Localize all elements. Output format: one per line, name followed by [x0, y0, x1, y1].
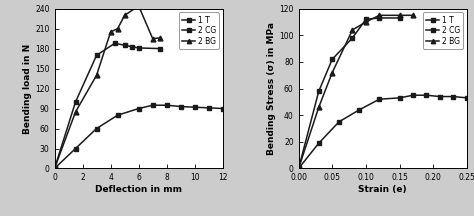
Line: 2 CG: 2 CG [296, 16, 402, 171]
1 T [73, 147, 78, 150]
Line: 2 BG: 2 BG [296, 13, 415, 171]
2 BG [108, 31, 113, 33]
2 BG [150, 37, 155, 40]
2 BG [122, 14, 128, 17]
2 CG [376, 17, 382, 19]
1 T [316, 142, 322, 145]
2 CG [157, 47, 163, 50]
2 CG [363, 18, 369, 21]
2 BG [376, 14, 382, 17]
1 T [206, 106, 212, 109]
1 T [296, 167, 301, 170]
2 BG [296, 167, 301, 170]
2 BG [363, 21, 369, 23]
X-axis label: Deflection in mm: Deflection in mm [95, 185, 182, 194]
2 BG [316, 106, 322, 108]
1 T [136, 107, 142, 110]
2 CG [136, 47, 142, 49]
1 T [52, 167, 57, 170]
2 CG [112, 42, 118, 44]
Y-axis label: Bending Stress (σ) in MPa: Bending Stress (σ) in MPa [267, 22, 276, 155]
2 CG [52, 167, 57, 170]
1 T [451, 95, 456, 98]
1 T [94, 127, 100, 130]
1 T [410, 94, 416, 97]
2 CG [122, 44, 128, 47]
2 BG [350, 29, 356, 31]
Line: 1 T: 1 T [296, 93, 469, 171]
1 T [397, 97, 402, 99]
2 BG [73, 111, 78, 113]
2 BG [115, 27, 120, 30]
2 CG [316, 90, 322, 92]
2 BG [157, 37, 163, 39]
1 T [220, 107, 226, 110]
2 CG [296, 167, 301, 170]
1 T [336, 121, 342, 123]
1 T [437, 95, 443, 98]
1 T [192, 106, 198, 108]
2 CG [350, 37, 356, 39]
2 CG [329, 58, 335, 60]
1 T [164, 104, 170, 106]
2 BG [329, 71, 335, 74]
2 CG [129, 45, 135, 48]
1 T [424, 94, 429, 97]
2 BG [52, 167, 57, 170]
Line: 1 T: 1 T [52, 103, 225, 171]
X-axis label: Strain (e): Strain (e) [358, 185, 407, 194]
Y-axis label: Bending load in N: Bending load in N [23, 43, 32, 134]
Legend: 1 T, 2 CG, 2 BG: 1 T, 2 CG, 2 BG [179, 13, 219, 49]
2 BG [94, 74, 100, 76]
1 T [356, 109, 362, 111]
2 BG [410, 14, 416, 17]
2 CG [397, 17, 402, 19]
2 CG [94, 54, 100, 57]
2 BG [397, 14, 402, 17]
1 T [464, 97, 470, 99]
Line: 2 BG: 2 BG [52, 3, 162, 171]
2 BG [136, 5, 142, 7]
1 T [115, 114, 120, 116]
Legend: 1 T, 2 CG, 2 BG: 1 T, 2 CG, 2 BG [423, 13, 463, 49]
Line: 2 CG: 2 CG [52, 41, 162, 171]
1 T [178, 105, 183, 108]
1 T [150, 104, 155, 106]
2 CG [73, 101, 78, 103]
1 T [376, 98, 382, 100]
